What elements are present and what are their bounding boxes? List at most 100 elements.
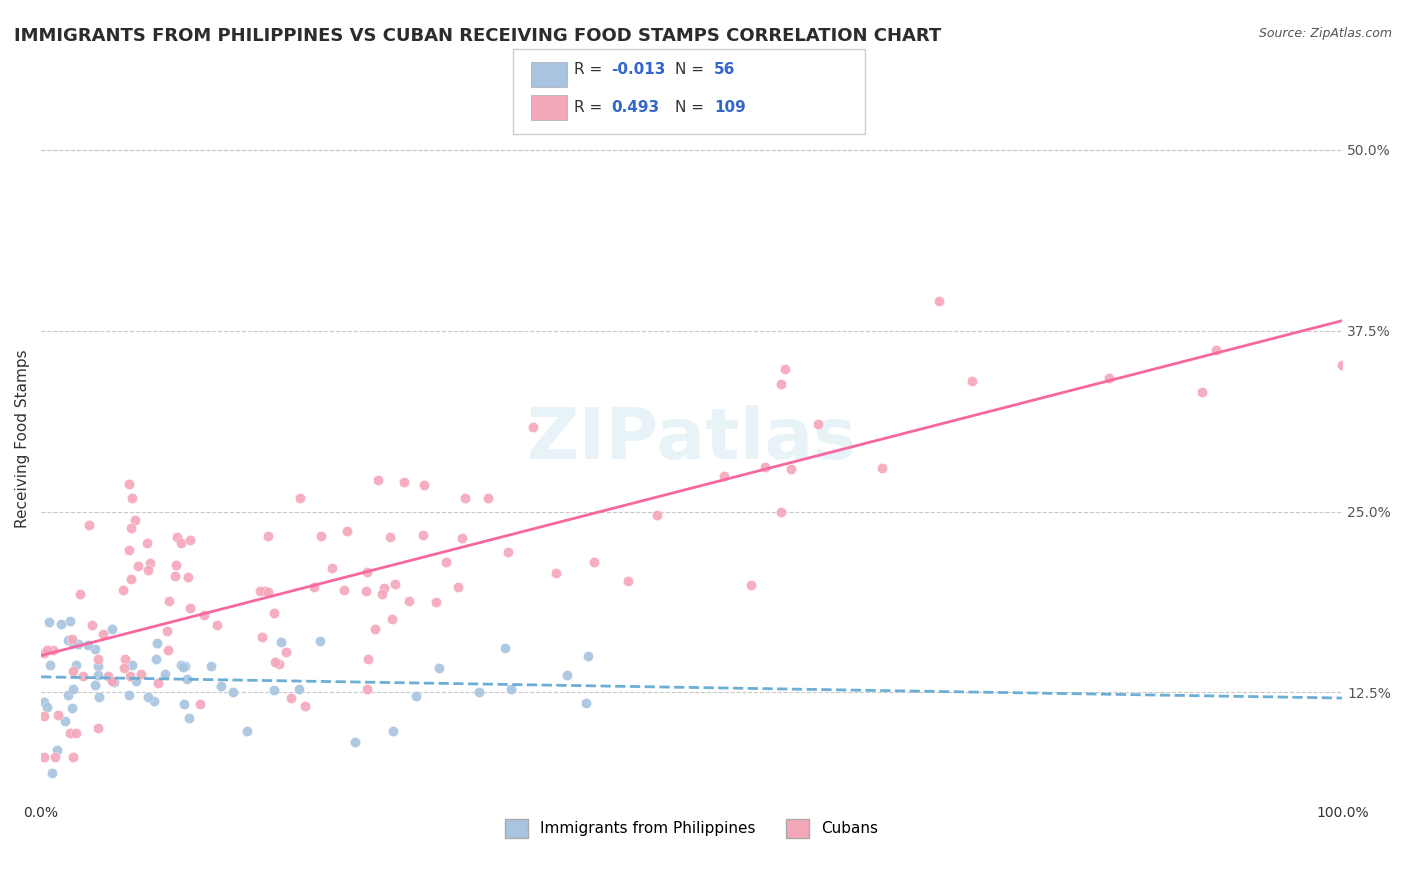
Point [179,533,201,547]
Point [775,361,797,376]
Point [131,667,153,681]
Point [60,632,83,646]
Point [56,688,79,702]
Point [156,624,179,638]
Point [87,721,110,735]
Point [72,669,94,683]
Point [101,622,124,636]
Point [257,585,280,599]
Point [172,660,194,674]
Point [205,618,228,632]
Text: IMMIGRANTS FROM PHILIPPINES VS CUBAN RECEIVING FOOD STAMPS CORRELATION CHART: IMMIGRANTS FROM PHILIPPINES VS CUBAN REC… [14,27,941,45]
Point [103,675,125,690]
Point [165,569,187,583]
Point [56,632,79,647]
Point [118,688,141,702]
Point [127,559,149,574]
Point [378,529,401,543]
Point [46,743,69,757]
Point [76,638,98,652]
Point [398,594,420,608]
Point [1331,358,1354,372]
Point [447,580,470,594]
Point [53,714,76,728]
Point [153,667,176,681]
Point [276,645,298,659]
Point [176,672,198,686]
Point [1205,343,1227,358]
Point [263,656,285,670]
Point [41,765,63,780]
Point [294,699,316,714]
Point [145,652,167,666]
Point [118,476,141,491]
Point [425,595,447,609]
Point [962,374,984,388]
Point [200,659,222,673]
Point [87,667,110,681]
Point [77,518,100,533]
Point [34,695,56,709]
Point [412,528,434,542]
Text: R =: R = [574,62,607,77]
Point [136,563,159,577]
Point [928,293,950,308]
Text: 56: 56 [714,62,735,77]
Point [83,678,105,692]
Point [35,700,58,714]
Point [120,573,142,587]
Point [166,530,188,544]
Point [309,529,332,543]
Point [740,578,762,592]
Point [267,657,290,671]
Point [62,682,84,697]
Point [62,750,84,764]
Point [157,594,180,608]
Point [364,623,387,637]
Point [434,555,457,569]
Point [807,417,830,432]
Point [413,478,436,492]
Point [288,681,311,696]
Point [32,646,55,660]
Point [121,657,143,672]
Point [35,642,58,657]
Point [454,491,477,505]
Point [170,535,193,549]
Point [576,648,599,663]
Point [193,608,215,623]
Point [67,637,90,651]
Point [451,531,474,545]
Point [59,726,82,740]
Point [288,491,311,505]
Point [384,577,406,591]
Text: Source: ZipAtlas.com: Source: ZipAtlas.com [1258,27,1392,40]
Text: N =: N = [675,62,709,77]
Point [356,566,378,580]
Text: 0.493: 0.493 [612,100,659,114]
Point [546,566,568,581]
Point [177,711,200,725]
Point [65,657,87,672]
Point [373,581,395,595]
Point [69,586,91,600]
Point [257,529,280,543]
Point [87,659,110,673]
Point [39,658,62,673]
Point [253,584,276,599]
Point [62,636,84,650]
Point [173,659,195,673]
Point [713,468,735,483]
Point [1191,385,1213,400]
Point [367,473,389,487]
Text: 109: 109 [714,100,747,114]
Point [65,725,87,739]
Point [371,586,394,600]
Point [344,734,367,748]
Point [263,682,285,697]
Point [582,555,605,569]
Point [170,657,193,672]
Point [157,643,180,657]
Point [146,635,169,649]
Point [89,690,111,704]
